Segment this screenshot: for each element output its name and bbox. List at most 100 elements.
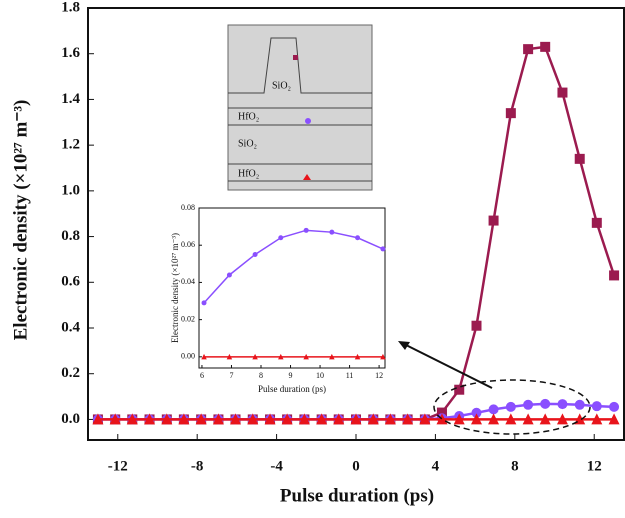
marker [488,215,499,226]
y-tick-label: 1.2 [61,137,80,153]
x-tick-label: 11 [346,371,354,380]
y-tick-label: 0.6 [61,274,80,290]
marker [329,353,335,360]
marker [471,413,483,425]
marker [229,413,241,425]
marker [329,229,335,235]
y-tick-label: 0.0 [61,411,80,427]
plot: -12 -8 -4 0 4 8 12 0.0 0.2 0.4 0.6 0.8 1.0 1.2 1.4 1.6 1… [10,0,625,506]
y-tick-label: 0.4 [61,319,80,335]
layer-label: SiO₂ [238,138,257,149]
probe-marker [293,55,298,60]
y-tick-label: 1.0 [61,182,80,198]
y-tick-label: 1.4 [61,91,80,107]
layer-edge [228,37,372,94]
marker [591,217,602,228]
x-tick-label: -8 [191,458,204,474]
marker [591,401,602,412]
marker [264,413,276,425]
x-tick-label: 12 [587,458,602,474]
probe-marker [303,174,311,180]
marker [556,413,568,425]
marker [471,407,482,418]
layer-label: HfO₂ [238,111,259,122]
x-tick-label: -12 [108,458,128,474]
marker [539,413,551,425]
marker [144,413,156,425]
marker [201,300,207,306]
marker [384,413,396,425]
highlight-ellipse [433,379,591,435]
marker [505,401,516,412]
marker [252,252,258,258]
marker [540,398,551,409]
marker [436,407,447,418]
marker [523,44,534,55]
marker [178,413,190,425]
x-tick-label: 8 [511,458,519,474]
marker [419,413,431,425]
marker [278,235,284,241]
annotation-arrow [403,343,493,389]
x-tick-label: 6 [200,371,204,380]
marker [354,353,361,360]
axes-frame [198,207,386,369]
y-tick-label: 0.04 [181,277,195,286]
marker [505,108,516,119]
plot-background [199,208,385,368]
x-axis-label: Pulse duration (ps) [258,384,326,394]
y-tick-label: 1.6 [61,45,80,61]
y-tick-label: 0.8 [61,228,80,244]
x-axis-label: Pulse duration (ps) [280,485,434,506]
marker [471,320,482,331]
marker [540,41,551,52]
y-tick-label: 0.00 [181,352,195,361]
marker [557,399,568,410]
marker [212,413,224,425]
y-tick-label: 0.08 [181,203,195,212]
marker [226,353,233,360]
marker [303,353,309,360]
marker [523,399,534,410]
marker [488,413,500,425]
device-schematic: SiO₂ HfO₂ SiO₂ HfO₂ [227,24,373,191]
marker [278,353,284,360]
x-tick-label: 0 [352,458,360,474]
plot: 6 7 8 9 10 11 12 0.00 0.02 0.04 0.06 0.08 Pulse dura… [170,203,386,394]
marker [316,413,328,425]
marker [333,413,345,425]
marker [609,270,620,281]
y-tick-label: 1.8 [61,0,80,15]
marker [505,413,517,425]
marker [454,384,465,395]
marker [226,272,232,278]
marker [574,399,585,410]
marker [247,413,259,425]
marker [453,413,465,425]
x-tick-label: 8 [259,371,263,380]
arrow-head [398,341,410,350]
marker [402,413,414,425]
layer-label: HfO₂ [238,168,259,179]
marker [436,413,448,425]
marker [350,413,362,425]
y-tick-label: 0.2 [61,365,80,381]
marker [161,413,173,425]
marker [608,413,620,425]
marker [281,413,293,425]
marker [92,413,104,425]
marker [355,235,361,241]
marker [126,413,138,425]
x-tick-label: 7 [229,371,233,380]
y-tick-label: 0.02 [181,314,195,323]
marker [298,413,310,425]
marker [380,246,386,252]
x-tick-label: 9 [289,371,293,380]
x-tick-label: 4 [432,458,440,474]
marker [557,87,568,98]
marker [591,413,603,425]
marker [488,404,499,415]
marker [303,227,309,233]
y-axis-label: Electronic density (×10²⁷ m⁻³) [170,233,180,343]
